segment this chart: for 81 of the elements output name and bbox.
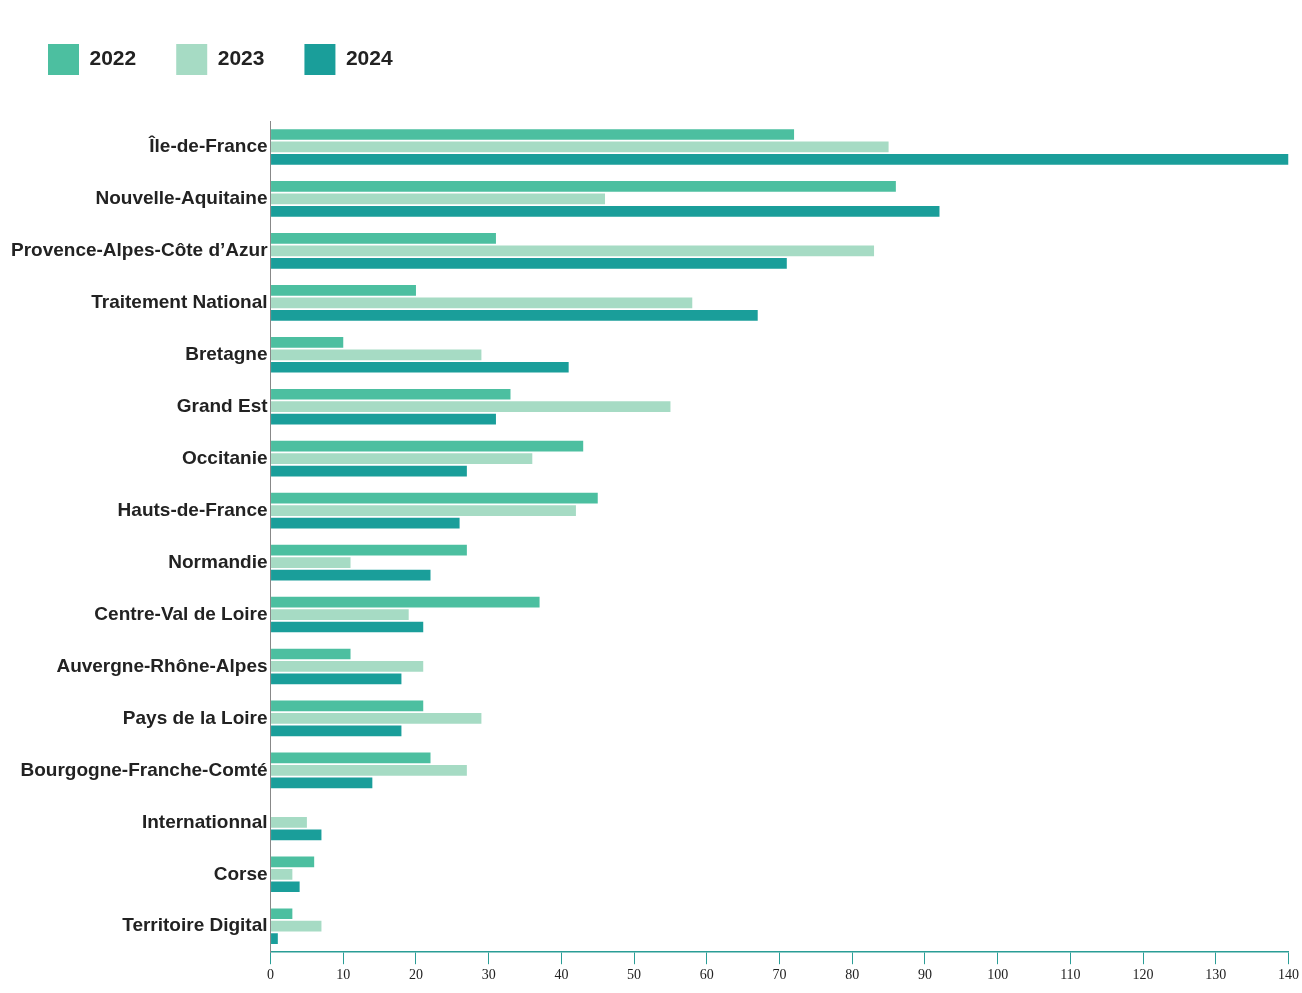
y-tick-label: Occitanie [182,446,268,468]
bar [271,309,758,321]
y-tick-label: Hauts-de-France [117,498,268,520]
bar [271,361,569,373]
bar [271,336,344,348]
bar [271,401,671,413]
y-tick-label: Centre-Val de Loire [94,602,268,624]
y-tick-label: Bourgogne-Franche-Comté [20,758,268,780]
y-tick-label: Pays de la Loire [122,706,268,728]
y-tick-label: Nouvelle-Aquitaine [95,187,268,209]
x-tick-label: 130 [1205,967,1227,983]
bar [271,517,460,529]
bar [271,465,467,477]
x-tick-label: 0 [267,967,275,983]
bar [271,154,1289,165]
bar [271,245,875,257]
y-tick-label: Auvergne-Rhône-Alpes [56,654,268,676]
y-tick-label: Grand Est [176,394,269,416]
bar [271,544,467,556]
x-tick-label: 80 [845,967,860,983]
legend-label: 2024 [345,46,393,70]
x-tick-label: 140 [1278,967,1299,983]
y-tick-label: Traitement National [91,291,268,313]
x-tick-label: 50 [627,967,642,983]
x-tick-label: 110 [1060,967,1081,983]
bar [271,285,416,296]
bar [271,856,315,868]
y-tick-label: Bretagne [185,343,268,365]
x-tick-label: 70 [772,967,787,983]
legend-label: 2022 [89,46,137,70]
x-tick-label: 100 [987,967,1009,983]
bar [271,257,787,269]
x-tick-label: 10 [336,967,351,983]
bar [271,349,482,361]
bar [271,388,511,400]
bar [271,141,889,153]
bar [271,816,307,828]
x-tick-label: 90 [917,967,932,983]
x-tick-label: 40 [554,967,569,983]
x-tick-label: 120 [1132,967,1154,983]
bar [271,181,896,192]
bar [271,206,940,217]
bar [271,557,351,568]
bar [271,569,431,581]
bar [271,233,496,244]
bar [271,505,576,516]
bar [271,933,278,945]
bar [271,752,431,764]
bar [271,440,584,452]
y-tick-label: Internationnal [141,810,268,832]
x-tick-label: 20 [408,967,423,983]
y-tick-label: Corse [213,862,268,884]
bar [271,920,322,932]
y-tick-label: Territoire Digital [122,914,268,936]
bar [271,777,373,789]
bar [271,713,482,724]
y-tick-label: Île-de-France [148,135,268,157]
y-tick-label: Normandie [168,550,268,572]
bar [271,193,606,205]
bar [271,129,795,140]
bar [271,609,409,620]
bar [271,596,540,608]
bar [271,621,424,633]
bar [271,648,351,660]
y-tick-label: Provence-Alpes-Côte d’Azur [11,239,269,261]
x-tick-label: 30 [481,967,496,983]
bar [271,725,402,737]
bar [271,673,402,685]
bar [271,297,693,309]
bar [271,881,300,893]
bar [271,413,496,425]
bar [271,908,293,920]
bar [271,453,533,465]
bar [271,661,424,672]
bar [271,765,467,776]
x-tick-label: 60 [699,967,714,983]
bar [271,492,598,504]
bar [271,829,322,841]
legend-label: 2023 [217,46,265,70]
bar [271,700,424,712]
bar [271,868,293,880]
